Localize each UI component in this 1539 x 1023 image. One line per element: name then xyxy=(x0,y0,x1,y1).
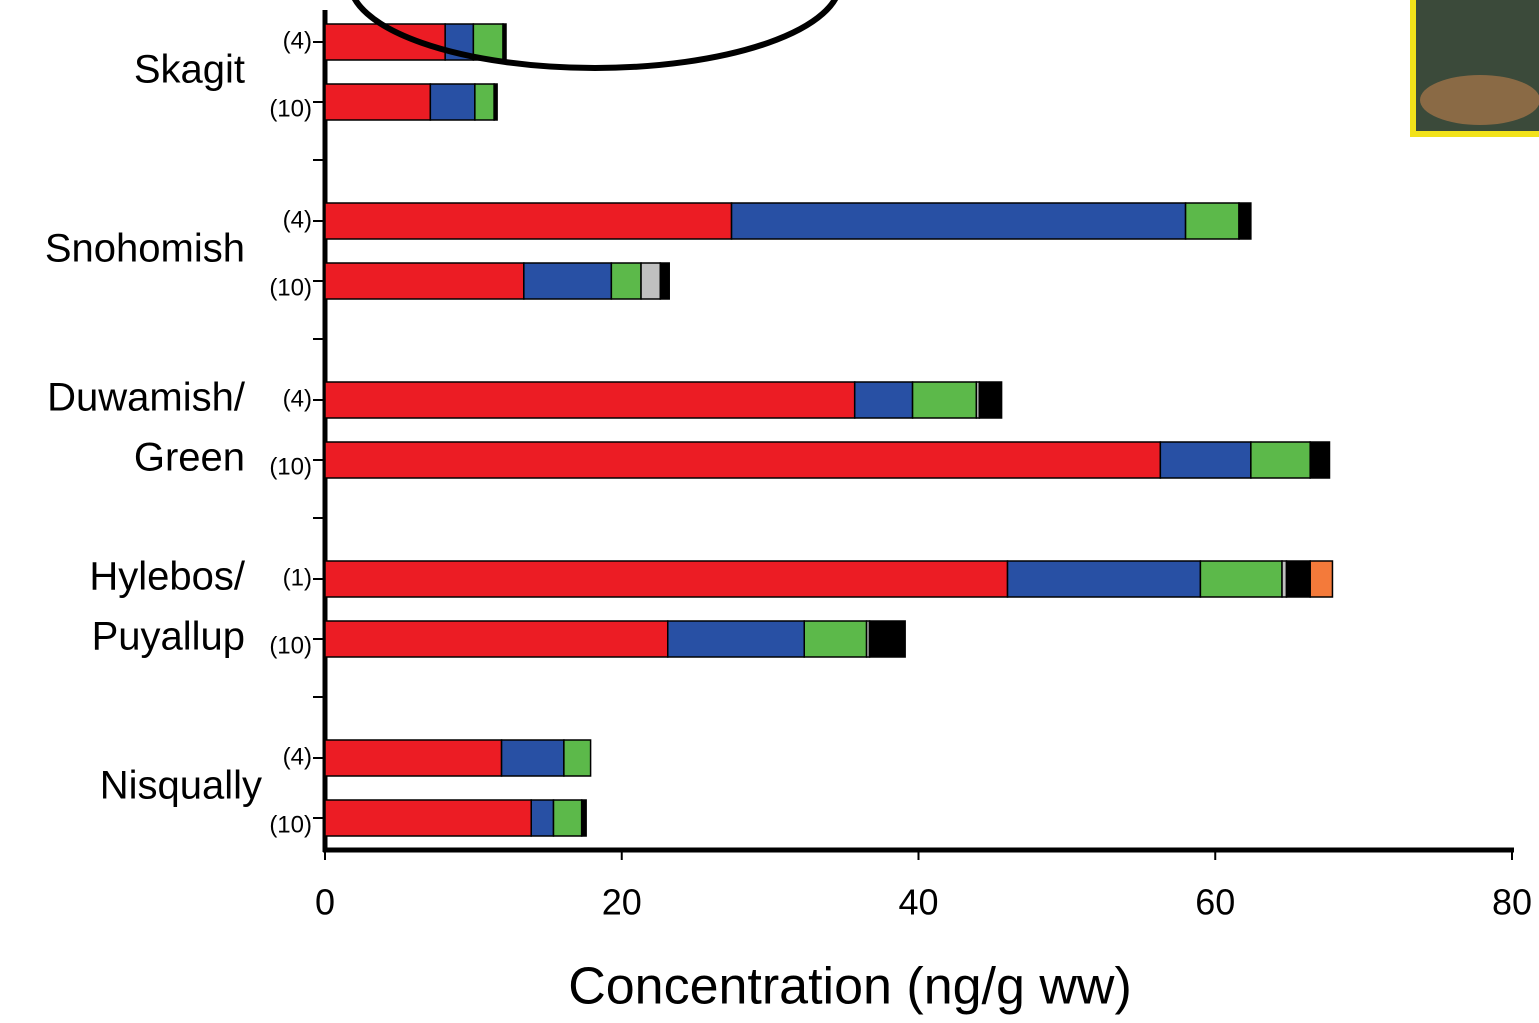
bar-label: (10) xyxy=(269,811,312,838)
photo-detail xyxy=(1420,75,1539,125)
annotation-oval xyxy=(352,0,838,71)
bar-segment xyxy=(659,262,670,300)
bar-label: (4) xyxy=(283,743,312,770)
bar-segment xyxy=(530,799,555,837)
group-label: Hylebos/ xyxy=(89,555,246,599)
bar-segment xyxy=(911,381,978,419)
bar-segment xyxy=(324,441,1162,479)
bar-label: (1) xyxy=(283,564,312,591)
group-label: Puyallup xyxy=(92,615,245,659)
bar-segment xyxy=(474,83,495,121)
bar-segment xyxy=(1159,441,1252,479)
bar-segment xyxy=(493,83,498,121)
bar-segment xyxy=(552,799,583,837)
bar-label: (10) xyxy=(269,95,312,122)
bar-segment xyxy=(324,83,432,121)
bar-label: (10) xyxy=(269,632,312,659)
bar-label: (10) xyxy=(269,453,312,480)
bar-segment xyxy=(324,739,503,777)
bar-segment xyxy=(666,620,806,658)
bar-segment xyxy=(324,381,856,419)
group-label: Nisqually xyxy=(100,764,262,808)
bar-segment xyxy=(472,23,504,61)
bar-label: (4) xyxy=(283,206,312,233)
bar-segment xyxy=(868,620,906,658)
bar-segment xyxy=(500,739,565,777)
bar-label: (4) xyxy=(283,27,312,54)
bar-segment xyxy=(610,262,642,300)
bar-segment xyxy=(1238,202,1252,240)
bar-segment xyxy=(803,620,868,658)
bar-segment xyxy=(324,262,525,300)
bar-segment xyxy=(324,620,669,658)
bar-segment xyxy=(640,262,662,300)
group-label: Skagit xyxy=(134,48,245,92)
bar-segment xyxy=(429,83,476,121)
bar-segment xyxy=(1250,441,1311,479)
bar-segment xyxy=(978,381,1003,419)
bar-segment xyxy=(853,381,914,419)
x-axis-title: Concentration (ng/g ww) xyxy=(568,958,1132,1016)
x-tick-label: 0 xyxy=(315,882,335,923)
bar-label: (4) xyxy=(283,385,312,412)
x-tick-label: 80 xyxy=(1492,882,1532,923)
x-tick-label: 40 xyxy=(898,882,938,923)
bar-segment xyxy=(324,799,532,837)
group-label: Snohomish xyxy=(45,227,245,271)
group-label: Duwamish/ xyxy=(47,376,246,420)
x-tick-label: 60 xyxy=(1195,882,1235,923)
bar-segment xyxy=(1199,560,1283,598)
bar-segment xyxy=(1309,441,1331,479)
bar-segment xyxy=(563,739,592,777)
bar-segment xyxy=(324,202,733,240)
bar-segment xyxy=(502,23,507,61)
group-label: Green xyxy=(134,436,245,480)
bar-segment xyxy=(523,262,613,300)
bar-segment xyxy=(1309,560,1334,598)
bar-segment xyxy=(580,799,587,837)
bar-segment xyxy=(324,560,1009,598)
bar-segment xyxy=(730,202,1187,240)
bar-segment xyxy=(1184,202,1240,240)
bar-segment xyxy=(1285,560,1311,598)
x-tick-label: 20 xyxy=(602,882,642,923)
bar-label: (10) xyxy=(269,274,312,301)
bar-segment xyxy=(1006,560,1202,598)
